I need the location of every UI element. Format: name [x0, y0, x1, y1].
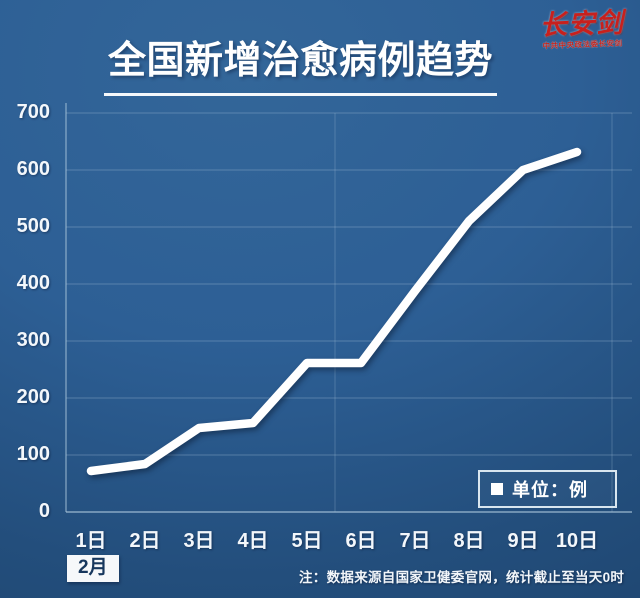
brand-logo-text: 长安剑	[539, 7, 625, 41]
chart-title: 全国新增治愈病例趋势	[104, 40, 498, 96]
legend-label: 单位：例	[512, 480, 588, 500]
x-tick-label: 1日	[75, 530, 107, 552]
y-tick-label: 700	[16, 101, 50, 123]
y-tick-label: 400	[16, 272, 50, 294]
y-tick-label: 600	[16, 158, 50, 180]
source-note: 注：数据来源自国家卫健委官网，统计截止至当天0时	[299, 570, 625, 585]
brand-logo: 长安剑 中共中央政法委长安剑	[527, 8, 636, 52]
x-tick-label: 3日	[183, 530, 215, 552]
legend: 单位：例	[478, 470, 617, 508]
x-tick-label: 7日	[399, 530, 431, 552]
y-tick-label: 0	[38, 500, 50, 522]
x-tick-label: 2日	[129, 530, 161, 552]
y-tick-label: 500	[16, 215, 50, 237]
x-tick-label: 6日	[345, 530, 377, 552]
x-tick-label: 10日	[555, 530, 599, 552]
y-tick-label: 200	[16, 386, 50, 408]
y-tick-label: 100	[16, 443, 50, 465]
y-tick-label: 300	[16, 329, 50, 351]
x-tick-label: 4日	[237, 530, 269, 552]
month-badge: 2月	[67, 555, 119, 582]
x-tick-label: 9日	[507, 530, 539, 552]
legend-square-icon	[491, 483, 503, 495]
trend-line	[86, 147, 582, 476]
x-tick-label: 5日	[291, 530, 323, 552]
x-tick-label: 8日	[453, 530, 485, 552]
